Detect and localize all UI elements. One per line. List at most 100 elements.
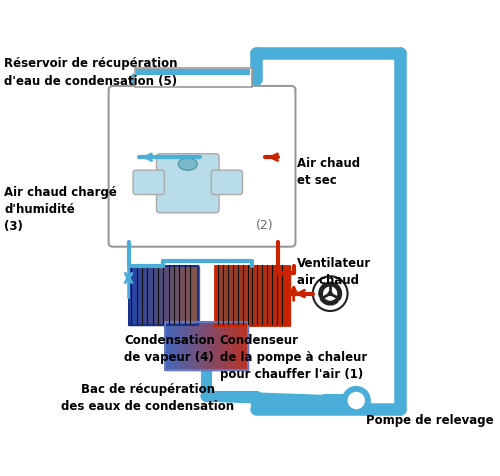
Bar xyxy=(257,266,259,325)
Bar xyxy=(178,322,180,370)
Bar xyxy=(162,266,164,325)
Bar xyxy=(231,322,233,370)
Bar xyxy=(280,266,282,325)
Circle shape xyxy=(342,387,370,415)
Bar xyxy=(220,322,222,370)
Bar xyxy=(254,266,256,325)
Bar xyxy=(172,322,174,370)
Bar xyxy=(142,266,144,325)
Bar xyxy=(268,266,270,325)
Bar xyxy=(137,266,139,325)
Bar xyxy=(198,322,200,370)
Bar xyxy=(267,266,269,325)
Bar xyxy=(218,266,220,325)
Bar xyxy=(216,266,218,325)
Bar xyxy=(322,394,350,407)
Bar xyxy=(223,266,225,325)
Bar xyxy=(159,266,161,325)
Bar xyxy=(208,322,210,370)
Bar xyxy=(180,322,182,370)
Bar xyxy=(170,322,172,370)
Bar xyxy=(264,266,266,325)
Bar xyxy=(140,266,141,325)
Bar xyxy=(186,266,188,325)
Bar xyxy=(196,266,197,325)
Bar xyxy=(233,266,235,325)
Bar xyxy=(148,266,150,325)
Bar xyxy=(130,266,132,325)
Bar xyxy=(224,266,226,325)
Bar xyxy=(200,322,202,370)
Bar xyxy=(262,266,263,325)
Bar xyxy=(223,322,225,370)
Bar xyxy=(258,266,260,325)
Bar xyxy=(190,322,192,370)
Bar xyxy=(196,322,198,370)
Text: Air chaud chargé
d'humidité
(3): Air chaud chargé d'humidité (3) xyxy=(4,186,117,233)
Text: Ventilateur
air chaud: Ventilateur air chaud xyxy=(297,257,372,287)
Bar xyxy=(222,266,224,325)
Bar xyxy=(154,266,156,325)
Bar xyxy=(136,69,250,75)
Bar xyxy=(178,266,180,325)
Bar xyxy=(184,322,186,370)
Bar xyxy=(226,322,228,370)
Bar xyxy=(170,266,172,325)
Bar xyxy=(242,322,245,370)
Bar xyxy=(276,266,278,325)
Bar xyxy=(192,266,194,325)
Bar xyxy=(282,266,284,325)
Bar xyxy=(196,266,198,325)
Bar xyxy=(232,266,234,325)
Bar xyxy=(173,266,175,325)
Bar xyxy=(180,266,182,325)
Bar xyxy=(239,266,241,325)
Bar xyxy=(191,266,193,325)
Bar xyxy=(229,266,230,325)
Bar xyxy=(174,266,176,325)
Bar xyxy=(182,322,184,370)
Bar xyxy=(285,266,287,325)
Circle shape xyxy=(348,392,365,409)
Bar xyxy=(158,266,160,325)
Bar xyxy=(242,266,244,325)
Bar xyxy=(172,266,173,325)
Bar xyxy=(252,266,254,325)
Bar xyxy=(184,266,186,325)
Bar xyxy=(245,266,247,325)
Bar xyxy=(234,322,236,370)
Bar xyxy=(270,266,272,325)
Bar xyxy=(168,266,170,325)
Bar xyxy=(146,266,148,325)
Bar xyxy=(274,266,276,325)
Text: Bac de récupération
des eaux de condensation: Bac de récupération des eaux de condensa… xyxy=(61,383,234,413)
Bar xyxy=(250,266,252,325)
Bar xyxy=(246,322,248,370)
Bar xyxy=(228,322,230,370)
FancyBboxPatch shape xyxy=(156,154,219,213)
Bar xyxy=(152,266,154,325)
Bar xyxy=(194,266,196,325)
Bar xyxy=(218,322,220,370)
Bar xyxy=(206,322,208,370)
Bar xyxy=(244,322,246,370)
Bar xyxy=(151,266,152,325)
Bar xyxy=(284,266,286,325)
Bar xyxy=(216,322,218,370)
Bar xyxy=(150,266,152,325)
Bar xyxy=(164,266,165,325)
Bar xyxy=(166,322,169,370)
Bar xyxy=(176,266,178,325)
Bar xyxy=(220,266,222,325)
Bar xyxy=(144,266,146,325)
Bar xyxy=(202,322,203,370)
Bar xyxy=(174,322,176,370)
Bar xyxy=(132,266,133,325)
Bar xyxy=(241,322,243,370)
Bar xyxy=(176,322,178,370)
Bar xyxy=(216,266,290,325)
Bar xyxy=(228,266,229,325)
Text: Réservoir de récupération
d'eau de condensation (5): Réservoir de récupération d'eau de conde… xyxy=(4,57,178,88)
Bar xyxy=(226,266,228,325)
Bar xyxy=(286,266,288,325)
